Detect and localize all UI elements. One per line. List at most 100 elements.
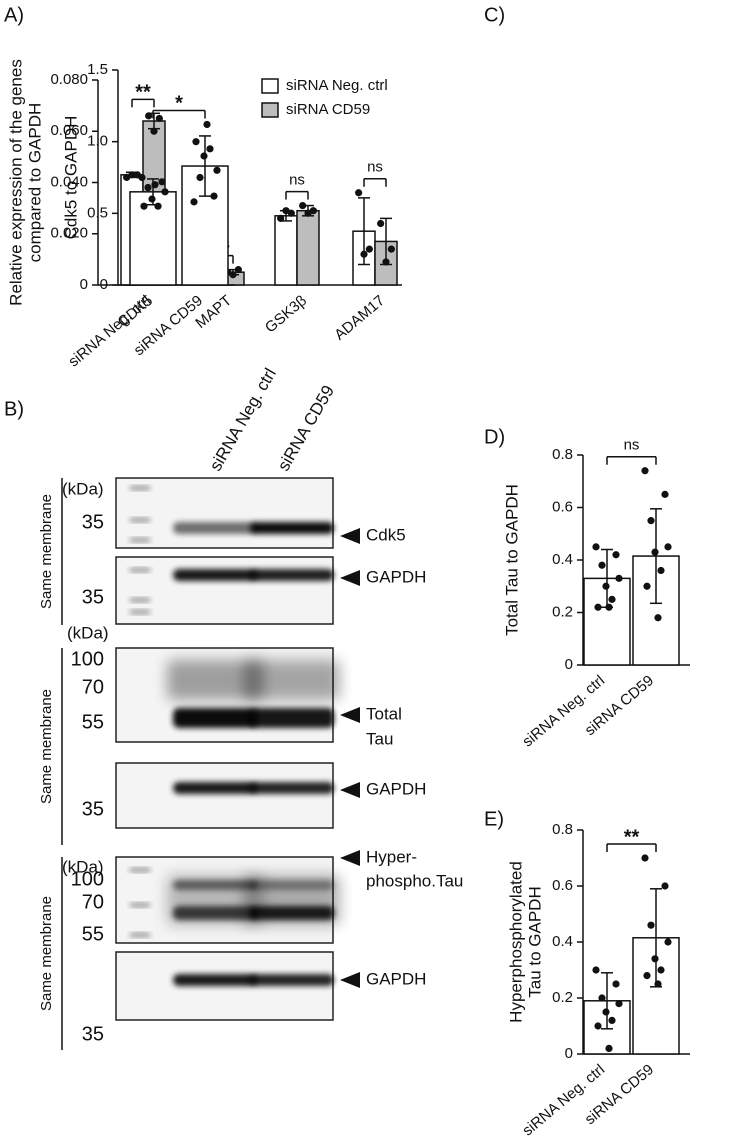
data-point	[657, 966, 665, 974]
ladder-band	[130, 598, 150, 602]
protein-band	[173, 522, 257, 534]
data-point	[602, 1008, 610, 1016]
arrowhead	[340, 972, 360, 988]
significance-label: ns	[289, 172, 305, 189]
data-point	[210, 192, 218, 200]
ladder-band	[130, 868, 150, 872]
ladder-band	[130, 518, 150, 522]
y-tick-label: 0.040	[50, 173, 88, 190]
y-tick-label: 0	[565, 1045, 573, 1062]
data-point	[158, 178, 166, 186]
ladder-band	[130, 903, 150, 907]
data-point	[608, 1016, 616, 1024]
protein-band	[173, 782, 257, 794]
marker-label: 70	[82, 676, 104, 698]
y-tick-label: 0.4	[552, 933, 573, 950]
significance-label: *	[175, 93, 183, 115]
membrane-label: Same membrane	[38, 896, 55, 1011]
data-point	[148, 195, 156, 203]
protein-band	[173, 708, 257, 728]
error-bar	[126, 171, 138, 179]
y-tick-label: 0.6	[552, 498, 573, 515]
y-tick-label: 0	[80, 276, 88, 293]
legend-swatch	[261, 102, 279, 118]
ladder-band	[130, 933, 150, 937]
data-point	[612, 551, 620, 559]
target-label: Tau	[366, 729, 393, 748]
data-point	[277, 214, 285, 222]
blot-strip	[115, 556, 334, 625]
marker-label: 35	[82, 586, 104, 608]
y-axis-label: Hyperphosphorylated	[506, 861, 525, 1023]
data-point	[387, 245, 395, 253]
arrowhead	[340, 707, 360, 723]
marker-label: 55	[82, 711, 104, 733]
data-point	[365, 245, 373, 253]
data-point	[641, 467, 649, 475]
blot-strip	[115, 477, 334, 549]
protein-band	[250, 569, 334, 581]
error-bar	[650, 508, 662, 605]
ladder-band	[130, 538, 150, 542]
data-point	[654, 614, 662, 622]
y-axis-label: Total Tau to GAPDH	[502, 484, 521, 636]
unit-label: (kDa)	[62, 857, 104, 876]
marker-label: 35	[82, 511, 104, 533]
lane-label: siRNA Neg. ctrl	[206, 365, 280, 474]
data-point	[203, 120, 211, 129]
data-point	[647, 921, 655, 929]
protein-band	[167, 660, 263, 700]
error-bar	[302, 204, 314, 217]
membrane-label: Same membrane	[38, 494, 55, 609]
y-tick-label: 0.6	[552, 877, 573, 894]
y-tick-label: 0.080	[50, 71, 88, 88]
protein-band	[167, 875, 263, 925]
data-point	[641, 854, 649, 862]
data-point	[602, 582, 610, 590]
arrowhead	[340, 570, 360, 586]
data-point	[651, 955, 659, 963]
x-tick-label: siRNA Neg. ctrl	[519, 672, 608, 750]
arrowhead	[340, 782, 360, 798]
unit-label: (kDa)	[62, 479, 104, 498]
marker-label: 100	[71, 868, 104, 890]
data-point	[594, 603, 602, 611]
bar	[274, 215, 298, 286]
error-bar	[601, 972, 613, 1030]
unit-label: (kDa)	[67, 623, 109, 642]
protein-band	[244, 875, 340, 925]
y-axis-label: Cdk5 to GAPDH	[61, 116, 80, 240]
error-bar	[227, 268, 239, 276]
legend-label: siRNA CD59	[286, 101, 370, 118]
bar	[632, 555, 680, 666]
data-point	[144, 183, 152, 192]
protein-band	[250, 708, 334, 728]
data-point	[355, 189, 363, 197]
x-tick-label: siRNA Neg. ctrl	[519, 1061, 608, 1139]
y-tick-label: 0.2	[552, 989, 573, 1006]
significance-label: ns	[367, 159, 383, 176]
error-bar	[601, 548, 613, 608]
data-point	[594, 1022, 602, 1030]
data-point	[605, 1044, 613, 1052]
data-point	[643, 582, 651, 590]
error-bar	[280, 209, 292, 222]
marker-label: 100	[71, 648, 104, 670]
panel-label: A)	[4, 4, 24, 26]
legend-swatch	[261, 78, 279, 94]
data-point	[647, 517, 655, 525]
bar	[129, 191, 177, 286]
marker-label: 35	[82, 798, 104, 820]
y-axis-label: Tau to GAPDH	[525, 886, 544, 998]
data-point	[200, 152, 208, 160]
significance-label: ns	[624, 437, 640, 454]
protein-band	[250, 522, 334, 534]
significance-label: **	[624, 826, 640, 848]
protein-band	[173, 974, 257, 986]
panel-label: E)	[484, 808, 504, 830]
data-point	[140, 202, 148, 210]
y-tick-label: 0.2	[552, 603, 573, 620]
protein-band	[173, 569, 257, 581]
data-point	[592, 966, 600, 974]
data-point	[664, 543, 672, 551]
